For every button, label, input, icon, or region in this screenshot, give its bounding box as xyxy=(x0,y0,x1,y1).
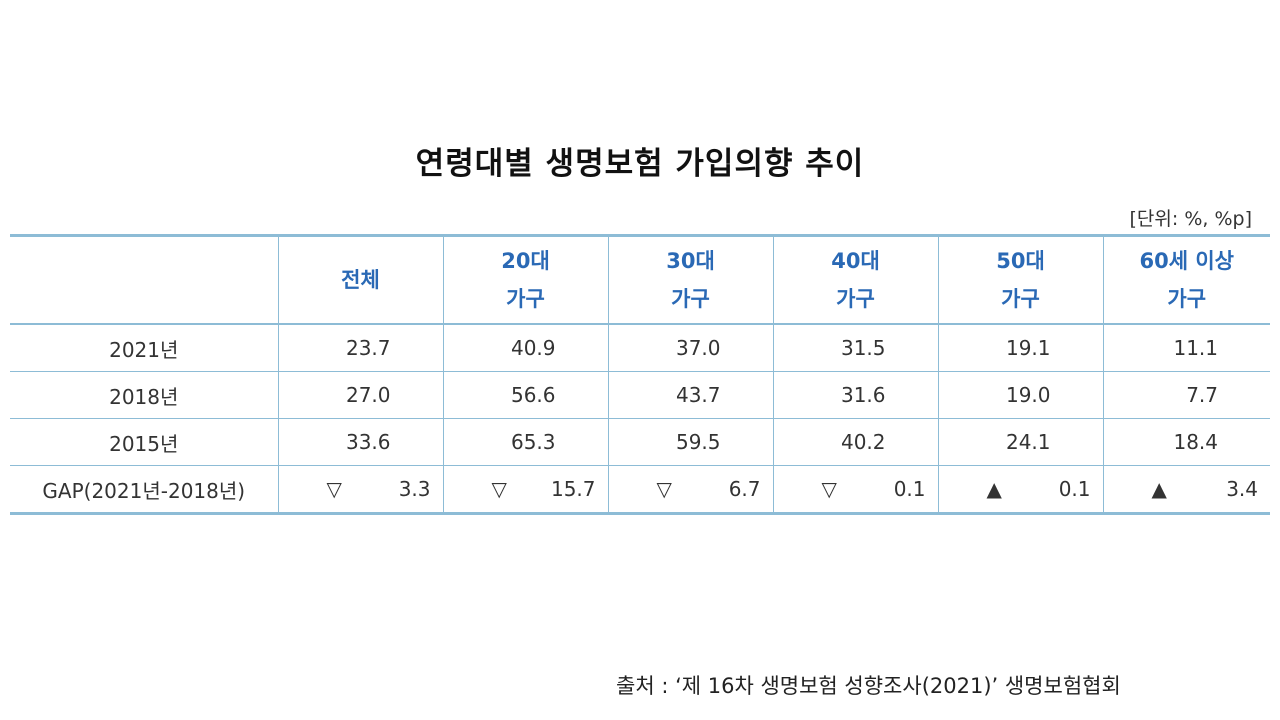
gap-value: 3.4 xyxy=(1226,477,1258,501)
gap-value: 0.1 xyxy=(893,477,926,501)
gap-value: 3.3 xyxy=(398,477,431,501)
data-table: 전체 20대 가구 30대 가구 40대 가구 50대 가구 60세 이상 가구 xyxy=(10,234,1270,515)
decrease-triangle-icon: ▽ xyxy=(656,477,672,501)
table-cell: 19.1 xyxy=(937,323,1103,372)
column-header-line1: 전체 xyxy=(341,268,380,292)
column-header-line2: 가구 xyxy=(506,287,545,311)
gap-row-label: GAP(2021년-2018년) xyxy=(10,465,278,514)
table-row: 2018년 27.0 56.6 43.7 31.6 19.0 7.7 xyxy=(10,371,1270,419)
header-row: 전체 20대 가구 30대 가구 40대 가구 50대 가구 60세 이상 가구 xyxy=(10,235,1270,325)
table-cell: 31.5 xyxy=(772,323,938,372)
gap-cell: ▽ 6.7 xyxy=(607,465,773,514)
table-row: 2015년 33.6 65.3 59.5 40.2 24.1 18.4 xyxy=(10,418,1270,466)
table-cell: 37.0 xyxy=(607,323,773,372)
column-header-line1: 40대 xyxy=(831,249,880,273)
column-header-20s: 20대 가구 xyxy=(442,235,608,325)
table-cell: 27.0 xyxy=(277,371,443,419)
row-label: 2021년 xyxy=(10,323,278,372)
column-header-total: 전체 xyxy=(277,235,443,325)
column-header-line1: 60세 이상 xyxy=(1139,249,1235,273)
increase-triangle-icon: ▲ xyxy=(1151,477,1167,501)
column-header-line2: 가구 xyxy=(1167,287,1207,311)
decrease-triangle-icon: ▽ xyxy=(491,477,507,501)
column-header-30s: 30대 가구 xyxy=(607,235,773,325)
table-cell: 59.5 xyxy=(607,418,773,466)
gap-cell: ▲ 0.1 xyxy=(937,465,1103,514)
column-header-line2: 가구 xyxy=(836,287,875,311)
table-cell: 18.4 xyxy=(1102,418,1270,466)
row-label: 2015년 xyxy=(10,418,278,466)
gap-cell: ▽ 3.3 xyxy=(277,465,443,514)
gap-row: GAP(2021년-2018년) ▽ 3.3 ▽ 15.7 ▽ 6.7 ▽ 0.1 ▲ 0… xyxy=(10,465,1270,514)
decrease-triangle-icon: ▽ xyxy=(326,477,342,501)
column-header-line1: 30대 xyxy=(666,249,715,273)
gap-cell: ▽ 15.7 xyxy=(442,465,608,514)
table-cell: 19.0 xyxy=(937,371,1103,419)
table-cell: 31.6 xyxy=(772,371,938,419)
table-cell: 24.1 xyxy=(937,418,1103,466)
unit-label: [단위: %, %p] xyxy=(1129,208,1252,230)
table-cell: 43.7 xyxy=(607,371,773,419)
gap-value: 0.1 xyxy=(1058,477,1091,501)
decrease-triangle-icon: ▽ xyxy=(821,477,837,501)
table-cell: 40.9 xyxy=(442,323,608,372)
column-header-40s: 40대 가구 xyxy=(772,235,938,325)
column-header-line2: 가구 xyxy=(671,287,710,311)
increase-triangle-icon: ▲ xyxy=(986,477,1002,501)
column-header-line1: 50대 xyxy=(996,249,1045,273)
source-note: 출처 : ‘제 16차 생명보험 성향조사(2021)’ 생명보험협회 xyxy=(616,674,1121,698)
gap-cell: ▲ 3.4 xyxy=(1102,465,1270,514)
table-cell: 56.6 xyxy=(442,371,608,419)
table-cell: 11.1 xyxy=(1102,323,1270,372)
chart-title: 연령대별 생명보험 가입의향 추이 xyxy=(415,146,865,182)
column-header-line1: 20대 xyxy=(501,249,550,273)
table-cell: 23.7 xyxy=(277,323,443,372)
gap-value: 6.7 xyxy=(728,477,761,501)
gap-cell: ▽ 0.1 xyxy=(772,465,938,514)
row-label: 2018년 xyxy=(10,371,278,419)
gap-value: 15.7 xyxy=(550,477,596,501)
table-cell: 7.7 xyxy=(1102,371,1270,419)
table-cell: 33.6 xyxy=(277,418,443,466)
header-corner xyxy=(10,235,278,325)
table-cell: 65.3 xyxy=(442,418,608,466)
column-header-60plus: 60세 이상 가구 xyxy=(1102,235,1270,325)
column-header-line2: 가구 xyxy=(1001,287,1040,311)
table-row: 2021년 23.7 40.9 37.0 31.5 19.1 11.1 xyxy=(10,323,1270,372)
table-cell: 40.2 xyxy=(772,418,938,466)
column-header-50s: 50대 가구 xyxy=(937,235,1103,325)
